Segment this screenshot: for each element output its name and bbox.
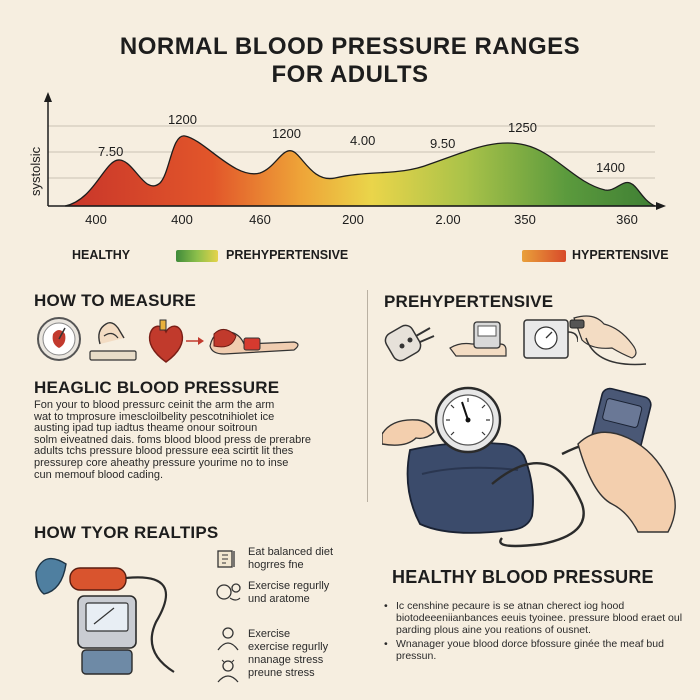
- healthy-bp-bullet: • Ic censhine pecaure is se atnan cherect…: [384, 600, 684, 636]
- page-title-line1: NORMAL BLOOD PRESSURE RANGES: [119, 33, 581, 60]
- x-axis-arrow: [656, 202, 666, 210]
- plug-icon: [384, 324, 435, 362]
- tip-3-line4: preune stress: [248, 667, 315, 679]
- bp-device-illustration: [35, 557, 175, 675]
- person-icon: [217, 627, 239, 651]
- y-axis-arrow: [44, 92, 52, 102]
- bullet-dot: •: [384, 600, 388, 612]
- heaglic-line: Fon your to blood pressurc ceinit the ar…: [34, 399, 275, 411]
- hand-cuff-icon: [569, 315, 647, 366]
- tip-2-line1: Exercise regurlly: [248, 580, 330, 592]
- x-tick-labels: 400 400 460 200 2.00 350 360: [85, 212, 638, 227]
- exercise-icon: [216, 583, 241, 601]
- x-tick-label: 400: [85, 212, 107, 227]
- heaglic-line: austing ipad tup iadtus theame onour soi…: [34, 422, 258, 435]
- diet-icon: [217, 550, 235, 568]
- heart-icon: [148, 319, 184, 363]
- hand-icon: [89, 321, 137, 361]
- bullet-dot: •: [384, 638, 388, 650]
- peak-label: 4.00: [350, 133, 375, 148]
- tip-3-line3: nnanage stress: [248, 654, 324, 666]
- stress-icon: [217, 659, 239, 683]
- peak-label: 1250: [508, 120, 537, 135]
- healthy-bp-bullets: • Ic censhine pecaure is se atnan cherect…: [384, 600, 684, 664]
- legend-red-bar: [522, 250, 566, 262]
- peak-label: 1400: [596, 160, 625, 175]
- section-divider: [367, 290, 368, 502]
- legend-green-bar: [176, 250, 218, 262]
- heaglic-line: pressurep core aheathy pressure yourime …: [34, 456, 289, 469]
- healthy-bp-heading: HEALTHY BLOOD PRESSURE: [392, 567, 654, 587]
- x-tick-label: 460: [249, 212, 271, 227]
- tip-3-line1: Exercise: [248, 628, 291, 640]
- heaglic-line: solm eiveatned dais. foms blood blood pr…: [34, 433, 311, 446]
- heaglic-line: cun memouf blood cading.: [34, 468, 164, 481]
- x-tick-label: 400: [171, 212, 193, 227]
- gauge-icon: [523, 319, 578, 359]
- sphygmomanometer-icon: [37, 317, 81, 361]
- tip-3-line2: exercise regurlly: [248, 641, 329, 653]
- arm-cuff-icon: [186, 329, 299, 355]
- tip-1-line1: Eat balanced diet: [248, 546, 334, 558]
- x-tick-label: 360: [616, 212, 638, 227]
- x-tick-label: 200: [342, 212, 364, 227]
- page-title-line2: FOR ADULTS: [271, 61, 429, 88]
- healthy-bp-bullet-text: Wnanager youe blood dorce bfossure ginée…: [396, 638, 664, 662]
- heaglic-paragraph: Fon your to blood pressurc ceinit the ar…: [34, 399, 354, 481]
- peak-label: 1200: [272, 126, 301, 141]
- legend-hypertensive: HYPERTENSIVE: [572, 248, 669, 262]
- peak-label: 7.50: [98, 144, 123, 159]
- heaglic-line: adults tchs pressure blood pressure eea …: [34, 445, 294, 458]
- heaglic-line: wat to tmprosure imescloilbelity pescotn…: [34, 410, 275, 423]
- legend-healthy: HEALTHY: [72, 248, 131, 262]
- realtips-heading: HOW TYOR REALTIPS: [34, 523, 219, 542]
- peak-label: 1200: [168, 112, 197, 127]
- bp-range-chart: systolsic 7.50 1200 1200 4.00 9.50 1250 1400 4…: [28, 92, 666, 227]
- x-tick-label: 2.00: [435, 212, 460, 227]
- tip-1-line2: hogrres fne: [248, 559, 304, 571]
- wrist-monitor-icon: [449, 321, 507, 357]
- healthy-bp-bullet-text: Ic censhine pecaure is se atnan cherect …: [396, 600, 683, 636]
- healthy-bp-bullet: • Wnanager youe blood dorce bfossure giné…: [384, 638, 684, 662]
- heaglic-heading: HEAGLIC BLOOD PRESSURE: [34, 378, 280, 397]
- tip-2-line2: und aratome: [248, 593, 310, 605]
- x-tick-label: 350: [514, 212, 536, 227]
- legend-prehypertensive: PREHYPERTENSIVE: [226, 248, 349, 262]
- blood-pressure-monitor-illustration: [382, 386, 676, 548]
- bp-area-series: [64, 135, 656, 207]
- peak-label: 9.50: [430, 136, 455, 151]
- how-to-measure-heading: HOW TO MEASURE: [34, 291, 197, 310]
- prehypertensive-heading: PREHYPERTENSIVE: [384, 292, 554, 311]
- peak-labels: 7.50 1200 1200 4.00 9.50 1250 1400: [98, 112, 625, 175]
- y-axis-label: systolsic: [28, 146, 43, 196]
